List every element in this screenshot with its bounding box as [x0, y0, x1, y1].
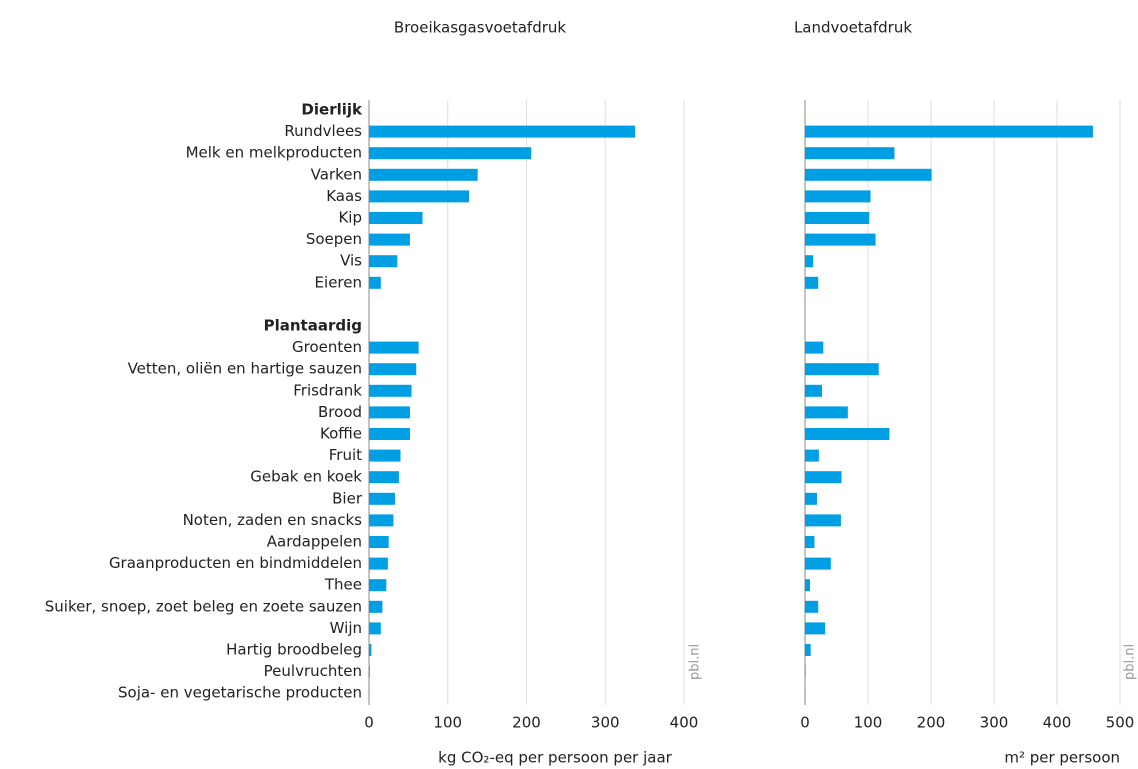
bar [805, 557, 831, 570]
x-tick-label: 200 [917, 714, 946, 732]
panel-title: Landvoetafdruk [794, 19, 912, 37]
category-label: Vis [340, 252, 362, 270]
category-label: Varken [311, 165, 362, 183]
group-header: Plantaardig [264, 317, 362, 335]
bar [805, 449, 819, 462]
category-label: Kaas [326, 187, 362, 205]
bar [369, 125, 636, 138]
bar [369, 514, 394, 527]
category-label: Wijn [330, 619, 362, 637]
panel-title: Broeikasgasvoetafdruk [394, 19, 566, 37]
bar [805, 233, 876, 246]
bar [805, 276, 819, 289]
x-tick-label: 0 [800, 714, 810, 732]
bar [805, 255, 814, 268]
bar [369, 384, 412, 397]
category-label: Aardappelen [267, 533, 362, 551]
x-tick-label: 100 [433, 714, 462, 732]
x-axis-label: kg CO₂-eq per persoon per jaar [438, 749, 672, 767]
bar [805, 665, 806, 678]
bar [369, 644, 372, 656]
x-tick-label: 300 [591, 714, 620, 732]
category-label: Melk en melkproducten [186, 144, 362, 162]
watermark: pbl.nl [688, 644, 703, 680]
bar [805, 644, 811, 656]
bar [369, 449, 401, 462]
category-label: Koffie [320, 425, 362, 443]
category-label: Brood [318, 403, 362, 421]
bar [805, 471, 842, 484]
bar [369, 190, 470, 203]
category-label: Graanproducten en bindmiddelen [109, 554, 362, 572]
bar [805, 384, 823, 397]
bar [805, 147, 895, 160]
x-tick-label: 400 [1043, 714, 1072, 732]
category-label: Noten, zaden en snacks [183, 511, 363, 529]
bar [805, 168, 932, 181]
category-label: Soepen [306, 230, 362, 248]
bar [369, 233, 410, 246]
category-label: Suiker, snoep, zoet beleg en zoete sauze… [45, 597, 362, 615]
bar [369, 212, 423, 224]
category-label: Soja- en vegetarische producten [118, 684, 362, 702]
bar [805, 190, 871, 203]
bar [805, 514, 841, 527]
watermark: pbl.nl [1123, 644, 1138, 680]
bar [369, 600, 383, 613]
bar [805, 406, 848, 419]
x-tick-label: 200 [512, 714, 541, 732]
bar [805, 363, 879, 376]
category-label: Peulvruchten [264, 662, 362, 680]
bar [369, 341, 419, 354]
bar [805, 600, 819, 613]
bar [369, 665, 370, 678]
category-label: Groenten [292, 338, 362, 356]
x-tick-label: 100 [854, 714, 883, 732]
bar [369, 622, 381, 635]
category-label: Bier [332, 489, 363, 507]
bar [369, 406, 410, 419]
category-label: Frisdrank [293, 381, 362, 399]
bar [369, 428, 410, 440]
bar [369, 255, 398, 268]
x-tick-label: 0 [364, 714, 374, 732]
group-header: Dierlijk [301, 101, 363, 119]
bar [805, 212, 870, 224]
bar [369, 363, 417, 376]
bar [805, 341, 824, 354]
bar [369, 276, 381, 289]
bar [369, 147, 532, 160]
category-label: Kip [338, 209, 362, 227]
bar [805, 125, 1093, 138]
bar [805, 492, 817, 505]
bar [369, 557, 388, 570]
category-label: Gebak en koek [250, 468, 362, 486]
category-label: Fruit [329, 446, 362, 464]
x-tick-label: 400 [670, 714, 699, 732]
bar [805, 428, 890, 440]
category-label: Eieren [315, 273, 362, 291]
category-label: Vetten, oliën en hartige sauzen [128, 360, 362, 378]
bar [369, 536, 389, 548]
category-label: Rundvlees [284, 122, 362, 140]
bar [369, 579, 387, 592]
category-label: Hartig broodbeleg [226, 641, 362, 659]
x-tick-label: 500 [1106, 714, 1135, 732]
bar [805, 622, 826, 635]
x-axis-label: m² per persoon [1004, 749, 1120, 767]
bar [369, 168, 478, 181]
bar [369, 492, 395, 505]
bar [805, 536, 815, 548]
bar [369, 471, 399, 484]
category-label: Thee [324, 576, 362, 594]
bar [805, 579, 811, 592]
x-tick-label: 300 [980, 714, 1009, 732]
